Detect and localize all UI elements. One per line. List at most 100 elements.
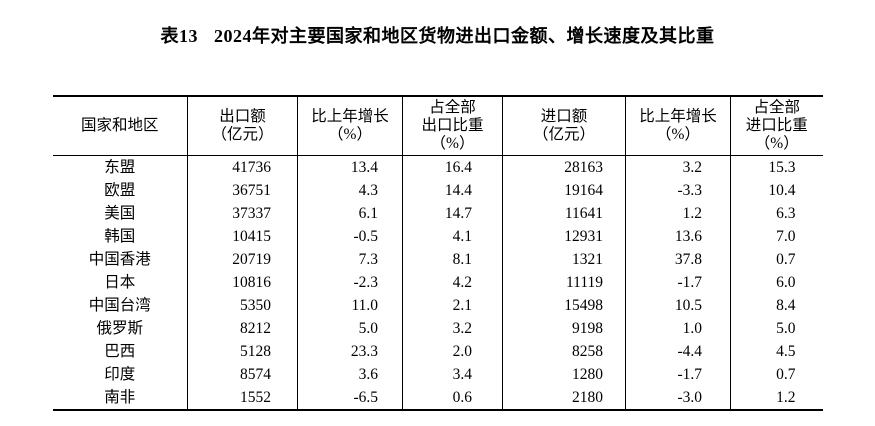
table-row-中国台湾: 中国台湾 5350 11.0 2.1 15498 10.5 8.4 (53, 294, 823, 317)
region-cell: 俄罗斯 (96, 320, 143, 337)
value-cell: -3.3 (625, 179, 731, 202)
table-row-南非: 南非 1552 -6.5 0.6 2180 -3.0 1.2 (53, 386, 823, 410)
value-cell: 7.3 (297, 248, 403, 271)
page-title: 表13 2024年对主要国家和地区货物进出口金额、增长速度及其比重 (0, 0, 875, 49)
value-cell: 11641 (502, 202, 626, 225)
value-cell: 5350 (187, 294, 298, 317)
column-header-import-share-line: （%） (754, 135, 799, 152)
value-cell: 36751 (187, 179, 298, 202)
value-cell: 1280 (502, 363, 626, 386)
table-row-俄罗斯: 俄罗斯 8212 5.0 3.2 9198 1.0 5.0 (53, 317, 823, 340)
value-cell: 2.1 (402, 294, 503, 317)
value-cell: 2180 (502, 386, 626, 410)
value-cell: 1.0 (625, 317, 731, 340)
region-cell: 中国香港 (88, 251, 151, 268)
value-cell: 3.2 (625, 155, 731, 179)
region-cell: 日本 (104, 274, 136, 291)
trade-table-header: 国家和地区 出口额 （亿元） 比上年增长 （%） 占全部 出口比重 （%） 进口额 （亿元） 比上年… (52, 96, 823, 156)
table-row-中国香港: 中国香港 20719 7.3 8.1 1321 37.8 0.7 (53, 248, 823, 271)
value-cell: -0.5 (297, 225, 403, 248)
value-cell: 6.0 (730, 271, 823, 294)
table-title-text: 2024年对主要国家和地区货物进出口金额、增长速度及其比重 (214, 26, 715, 46)
value-cell: 1552 (187, 386, 298, 410)
value-cell: 37.8 (625, 248, 731, 271)
value-cell: 8258 (502, 340, 626, 363)
table-row-巴西: 巴西 5128 23.3 2.0 8258 -4.4 4.5 (53, 340, 823, 363)
region-cell: 欧盟 (104, 182, 136, 199)
column-header-import-growth: 比上年增长 （%） (625, 96, 731, 156)
value-cell: 15.3 (730, 155, 823, 179)
trade-table-body: 东盟 41736 13.4 16.4 28163 3.2 15.3 欧盟 36751 4.3 14.… (53, 155, 823, 410)
value-cell: 3.2 (402, 317, 503, 340)
column-header-import-share: 占全部 进口比重 （%） (730, 96, 823, 156)
value-cell: 11119 (502, 271, 626, 294)
value-cell: 28163 (502, 155, 626, 179)
column-header-region-line: 国家和地区 (80, 117, 159, 134)
value-cell: 2.0 (402, 340, 503, 363)
value-cell: 8212 (187, 317, 298, 340)
column-header-region: 国家和地区 (52, 96, 188, 156)
region-cell: 南非 (104, 389, 136, 406)
value-cell: 8.4 (730, 294, 823, 317)
value-cell: 13.4 (297, 155, 403, 179)
table-row-欧盟: 欧盟 36751 4.3 14.4 19164 -3.3 10.4 (53, 179, 823, 202)
column-header-import-growth-line: （%） (656, 126, 700, 143)
value-cell: 37337 (187, 202, 298, 225)
value-cell: 7.0 (730, 225, 823, 248)
value-cell: 5128 (187, 340, 298, 363)
value-cell: 13.6 (625, 225, 731, 248)
value-cell: 8574 (187, 363, 298, 386)
region-cell: 东盟 (104, 159, 136, 176)
value-cell: 5.0 (297, 317, 403, 340)
value-cell: 1.2 (730, 386, 823, 410)
column-header-import-growth-line: 比上年增长 (639, 108, 717, 125)
region-cell: 巴西 (104, 343, 136, 360)
value-cell: 4.3 (297, 179, 403, 202)
value-cell: 4.2 (402, 271, 503, 294)
column-header-export-value-line: （亿元） (211, 126, 274, 143)
value-cell: 11.0 (297, 294, 403, 317)
value-cell: -4.4 (625, 340, 731, 363)
column-header-export-share-line: 占全部 (429, 99, 476, 116)
value-cell: 3.4 (402, 363, 503, 386)
region-cell: 中国台湾 (88, 297, 151, 314)
value-cell: 14.4 (402, 179, 503, 202)
value-cell: 41736 (187, 155, 298, 179)
value-cell: 8.1 (402, 248, 503, 271)
column-header-export-value: 出口额 （亿元） (187, 96, 298, 156)
column-header-import-share-line: 进口比重 (745, 117, 808, 134)
table-row-韩国: 韩国 10415 -0.5 4.1 12931 13.6 7.0 (53, 225, 823, 248)
column-header-export-growth-line: （%） (328, 126, 372, 143)
column-header-export-share-line: （%） (430, 135, 475, 152)
value-cell: 9198 (502, 317, 626, 340)
column-header-export-share: 占全部 出口比重 （%） (402, 96, 503, 156)
value-cell: 10.5 (625, 294, 731, 317)
value-cell: 6.3 (730, 202, 823, 225)
column-header-import-value-line: （亿元） (532, 126, 595, 143)
value-cell: 20719 (187, 248, 298, 271)
column-header-import-value-line: 进口额 (540, 108, 588, 125)
value-cell: 10816 (187, 271, 298, 294)
header-row: 国家和地区 出口额 （亿元） 比上年增长 （%） 占全部 出口比重 （%） 进口额 （亿元） 比上年… (52, 96, 823, 156)
column-header-export-value-line: 出口额 (219, 108, 266, 125)
value-cell: 19164 (502, 179, 626, 202)
value-cell: 5.0 (730, 317, 823, 340)
trade-table: 国家和地区 出口额 （亿元） 比上年增长 （%） 占全部 出口比重 （%） 进口额 （亿元） 比上年… (52, 95, 823, 411)
value-cell: -3.0 (625, 386, 731, 410)
region-cell: 印度 (104, 366, 136, 383)
table-row-印度: 印度 8574 3.6 3.4 1280 -1.7 0.7 (53, 363, 823, 386)
value-cell: 1.2 (625, 202, 731, 225)
value-cell: 14.7 (402, 202, 503, 225)
value-cell: 1321 (502, 248, 626, 271)
value-cell: 12931 (502, 225, 626, 248)
value-cell: 16.4 (402, 155, 503, 179)
value-cell: 0.6 (402, 386, 503, 410)
value-cell: -6.5 (297, 386, 403, 410)
value-cell: 6.1 (297, 202, 403, 225)
column-header-export-share-line: 出口比重 (421, 117, 484, 134)
value-cell: -1.7 (625, 271, 731, 294)
value-cell: 23.3 (297, 340, 403, 363)
value-cell: -1.7 (625, 363, 731, 386)
table-row-东盟: 东盟 41736 13.4 16.4 28163 3.2 15.3 (53, 155, 823, 179)
value-cell: 4.1 (402, 225, 503, 248)
